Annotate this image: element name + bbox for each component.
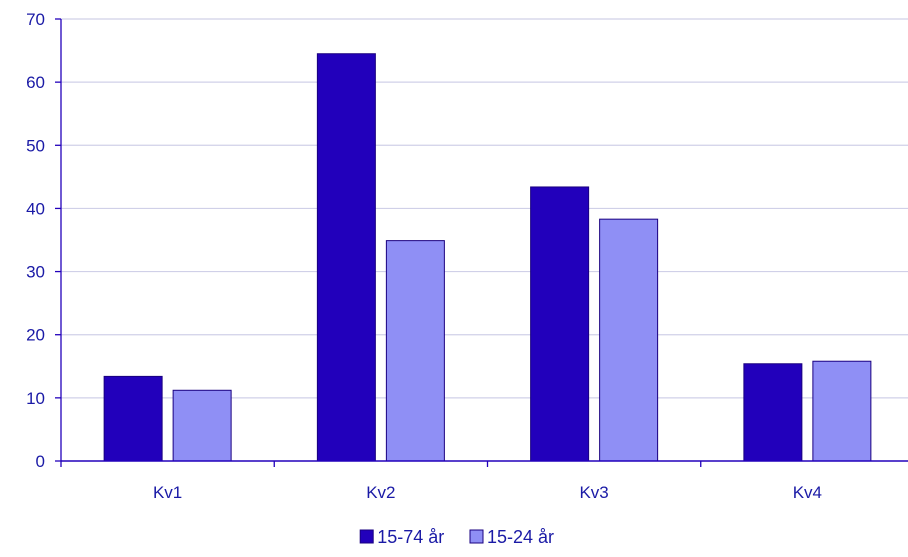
legend-label: 15-24 år (487, 527, 554, 547)
y-tick-label: 20 (26, 326, 45, 345)
gridlines (61, 18, 908, 399)
x-tick-label: Kv4 (793, 483, 822, 502)
legend: 15-74 år 15-24 år (359, 527, 554, 547)
bars (103, 53, 872, 462)
y-tick-label: 0 (36, 452, 45, 471)
y-tick-label: 50 (26, 136, 45, 155)
y-tick-label: 30 (26, 263, 45, 282)
bar-kv4-series-1 (743, 363, 803, 462)
x-tick-label: Kv2 (366, 483, 395, 502)
legend-swatch (469, 529, 484, 544)
axes (55, 18, 908, 467)
x-tick-labels: Kv1 Kv2 Kv3 Kv4 (153, 483, 822, 502)
legend-item: 15-24 år (469, 527, 554, 547)
legend-label: 15-74 år (377, 527, 444, 547)
legend-swatch (359, 529, 374, 544)
bar-kv4-series-2 (812, 360, 872, 462)
legend-item: 15-74 år (359, 527, 444, 547)
y-tick-label: 40 (26, 199, 45, 218)
bar-kv2-series-2 (385, 240, 445, 462)
y-tick-labels: 0 10 20 30 40 50 60 70 (26, 10, 45, 471)
y-tick-label: 10 (26, 389, 45, 408)
y-tick-label: 60 (26, 73, 45, 92)
x-tick-label: Kv1 (153, 483, 182, 502)
x-tick-label: Kv3 (579, 483, 608, 502)
bar-kv3-series-1 (530, 186, 590, 462)
y-tick-label: 70 (26, 10, 45, 29)
bar-kv1-series-2 (172, 389, 232, 462)
bar-kv2-series-1 (316, 53, 376, 462)
bar-kv3-series-2 (599, 218, 659, 462)
bar-kv1-series-1 (103, 375, 163, 462)
